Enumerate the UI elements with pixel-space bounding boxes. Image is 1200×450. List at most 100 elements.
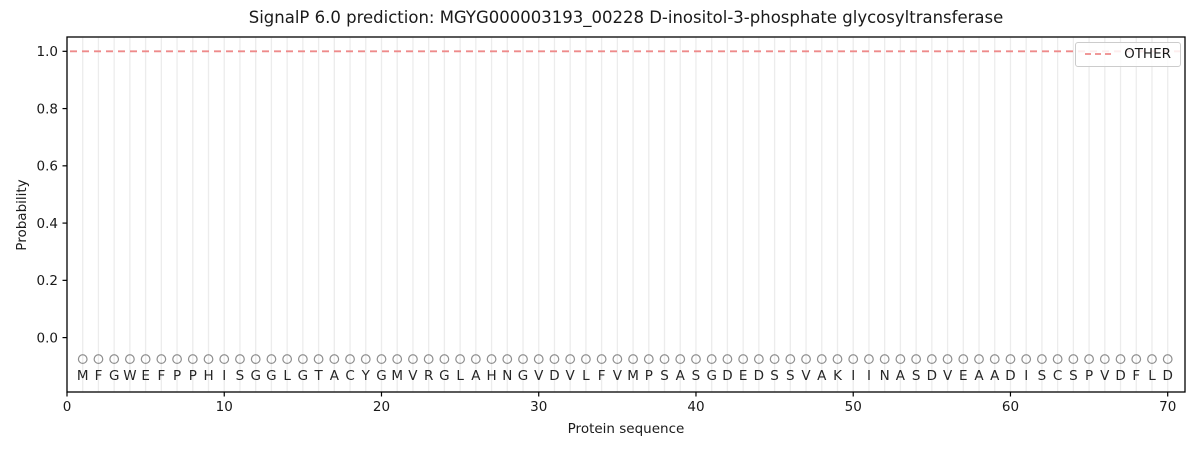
residue-marker-circle xyxy=(1052,354,1063,364)
sequence-letter: I xyxy=(867,368,871,384)
sequence-letter: L xyxy=(456,368,464,384)
residue-marker-circle xyxy=(1131,354,1142,364)
residue-marker-circle xyxy=(172,354,182,364)
residue-marker-circle xyxy=(376,354,387,364)
sequence-letter: I xyxy=(222,368,226,384)
residue-marker-circle xyxy=(628,354,638,364)
sequence-letter: D xyxy=(1005,368,1015,384)
residue-marker-circle xyxy=(643,354,654,364)
residue-marker-circle xyxy=(93,354,104,364)
residue-marker-circle xyxy=(187,354,198,364)
sequence-letter: G xyxy=(250,368,260,384)
residue-marker-circle xyxy=(549,354,560,364)
residue-marker-circle xyxy=(203,354,214,364)
residue-marker-circle xyxy=(1162,354,1173,364)
residue-marker-circle xyxy=(1037,354,1047,364)
sequence-letter: S xyxy=(692,368,701,384)
sequence-letter: T xyxy=(313,368,323,384)
sequence-letter: A xyxy=(471,368,481,384)
sequence-letter: G xyxy=(109,368,119,384)
sequence-letter: D xyxy=(1163,368,1173,384)
y-tick-label: 0.2 xyxy=(37,273,58,289)
sequence-letter: W xyxy=(123,368,136,384)
residue-marker-circle xyxy=(785,354,796,364)
residue-marker-circle xyxy=(439,354,450,364)
sequence-letter: F xyxy=(95,368,103,384)
sequence-letter: S xyxy=(912,368,921,384)
sequence-letter: D xyxy=(722,368,732,384)
legend: OTHER xyxy=(1075,42,1181,67)
sequence-letter: G xyxy=(266,368,276,384)
residue-marker-circle xyxy=(738,354,749,364)
residue-marker-circle xyxy=(235,354,245,364)
residue-marker-circle xyxy=(1084,354,1094,364)
residue-marker-circle xyxy=(675,354,686,364)
residue-marker-circle xyxy=(879,354,890,364)
sequence-letter: D xyxy=(1115,368,1125,384)
residue-marker-circle xyxy=(864,354,874,364)
y-tick-label: 0.6 xyxy=(37,159,58,175)
sequence-letter: Y xyxy=(361,368,371,384)
x-tick-label: 50 xyxy=(845,399,862,415)
sequence-letter: H xyxy=(486,368,496,384)
residue-marker-circle xyxy=(392,354,403,364)
sequence-letter: L xyxy=(1148,368,1156,384)
residue-marker-circle xyxy=(958,354,969,364)
sequence-letter: A xyxy=(330,368,340,384)
sequence-letter: R xyxy=(424,368,433,384)
sequence-letter: N xyxy=(880,368,890,384)
residue-marker-circle xyxy=(455,354,466,364)
sequence-letter: P xyxy=(173,368,181,384)
residue-marker-circle xyxy=(250,354,261,364)
x-tick-label: 10 xyxy=(216,399,233,415)
residue-marker-circle xyxy=(77,354,88,364)
residue-marker-circle xyxy=(596,354,607,364)
sequence-letter: E xyxy=(739,368,748,384)
x-tick-label: 30 xyxy=(530,399,547,415)
sequence-letter: V xyxy=(613,368,623,384)
residue-marker-circle xyxy=(408,354,418,364)
sequence-letter: V xyxy=(1100,368,1110,384)
sequence-letter: M xyxy=(77,368,89,384)
sequence-letter: A xyxy=(676,368,686,384)
sequence-letter: S xyxy=(1038,368,1047,384)
residue-marker-circle xyxy=(533,354,544,364)
residue-marker-circle xyxy=(124,354,135,364)
sequence-letter: P xyxy=(645,368,653,384)
sequence-letter: E xyxy=(959,368,968,384)
sequence-letter: G xyxy=(298,368,308,384)
residue-marker-circle xyxy=(156,354,167,364)
residue-marker-circle xyxy=(282,354,293,364)
residue-marker-circle xyxy=(1021,354,1032,364)
sequence-letter: P xyxy=(189,368,197,384)
residue-marker-circle xyxy=(816,354,827,364)
residue-marker-circle xyxy=(470,354,481,364)
residue-marker-circle xyxy=(974,354,984,364)
sequence-letter: F xyxy=(1132,368,1140,384)
sequence-letter: I xyxy=(851,368,855,384)
residue-marker-circle xyxy=(926,354,937,364)
sequence-letter: D xyxy=(549,368,559,384)
sequence-letter: N xyxy=(502,368,512,384)
x-tick-label: 70 xyxy=(1159,399,1176,415)
sequence-letter: V xyxy=(566,368,576,384)
y-tick-label: 0.4 xyxy=(37,216,58,232)
sequence-letter: S xyxy=(786,368,795,384)
sequence-letter: H xyxy=(203,368,213,384)
sequence-letter: G xyxy=(518,368,528,384)
residue-marker-circle xyxy=(329,354,340,364)
sequence-letter: A xyxy=(974,368,984,384)
residue-marker-circle xyxy=(942,354,953,364)
y-tick-label: 0.0 xyxy=(37,330,58,346)
residue-marker-circle xyxy=(297,354,308,364)
residue-marker-circle xyxy=(691,354,701,364)
sequence-letter: S xyxy=(660,368,669,384)
residue-marker-circle xyxy=(659,354,670,364)
sequence-letter: S xyxy=(236,368,245,384)
residue-marker-circle xyxy=(360,354,371,364)
residue-marker-circle xyxy=(612,354,623,364)
residue-marker-circle xyxy=(1115,354,1126,364)
residue-marker-circle xyxy=(1005,354,1016,364)
